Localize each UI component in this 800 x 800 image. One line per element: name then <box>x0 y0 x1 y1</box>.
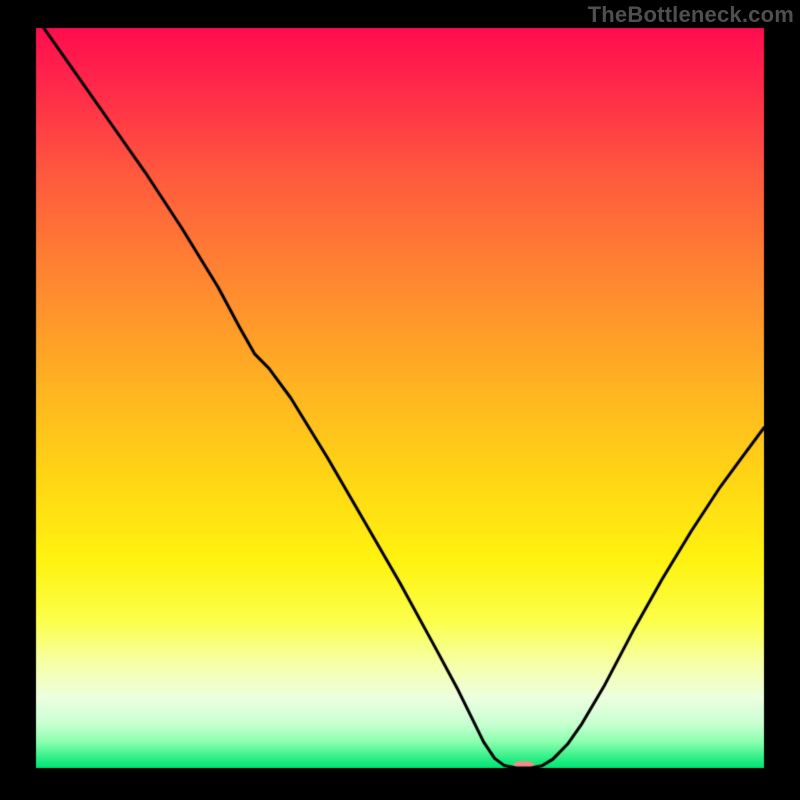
watermark-text: TheBottleneck.com <box>588 2 794 28</box>
bottleneck-chart-canvas <box>0 0 800 800</box>
chart-stage: TheBottleneck.com <box>0 0 800 800</box>
